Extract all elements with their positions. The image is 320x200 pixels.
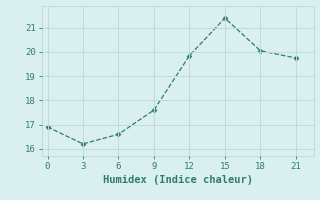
X-axis label: Humidex (Indice chaleur): Humidex (Indice chaleur) — [103, 175, 252, 185]
